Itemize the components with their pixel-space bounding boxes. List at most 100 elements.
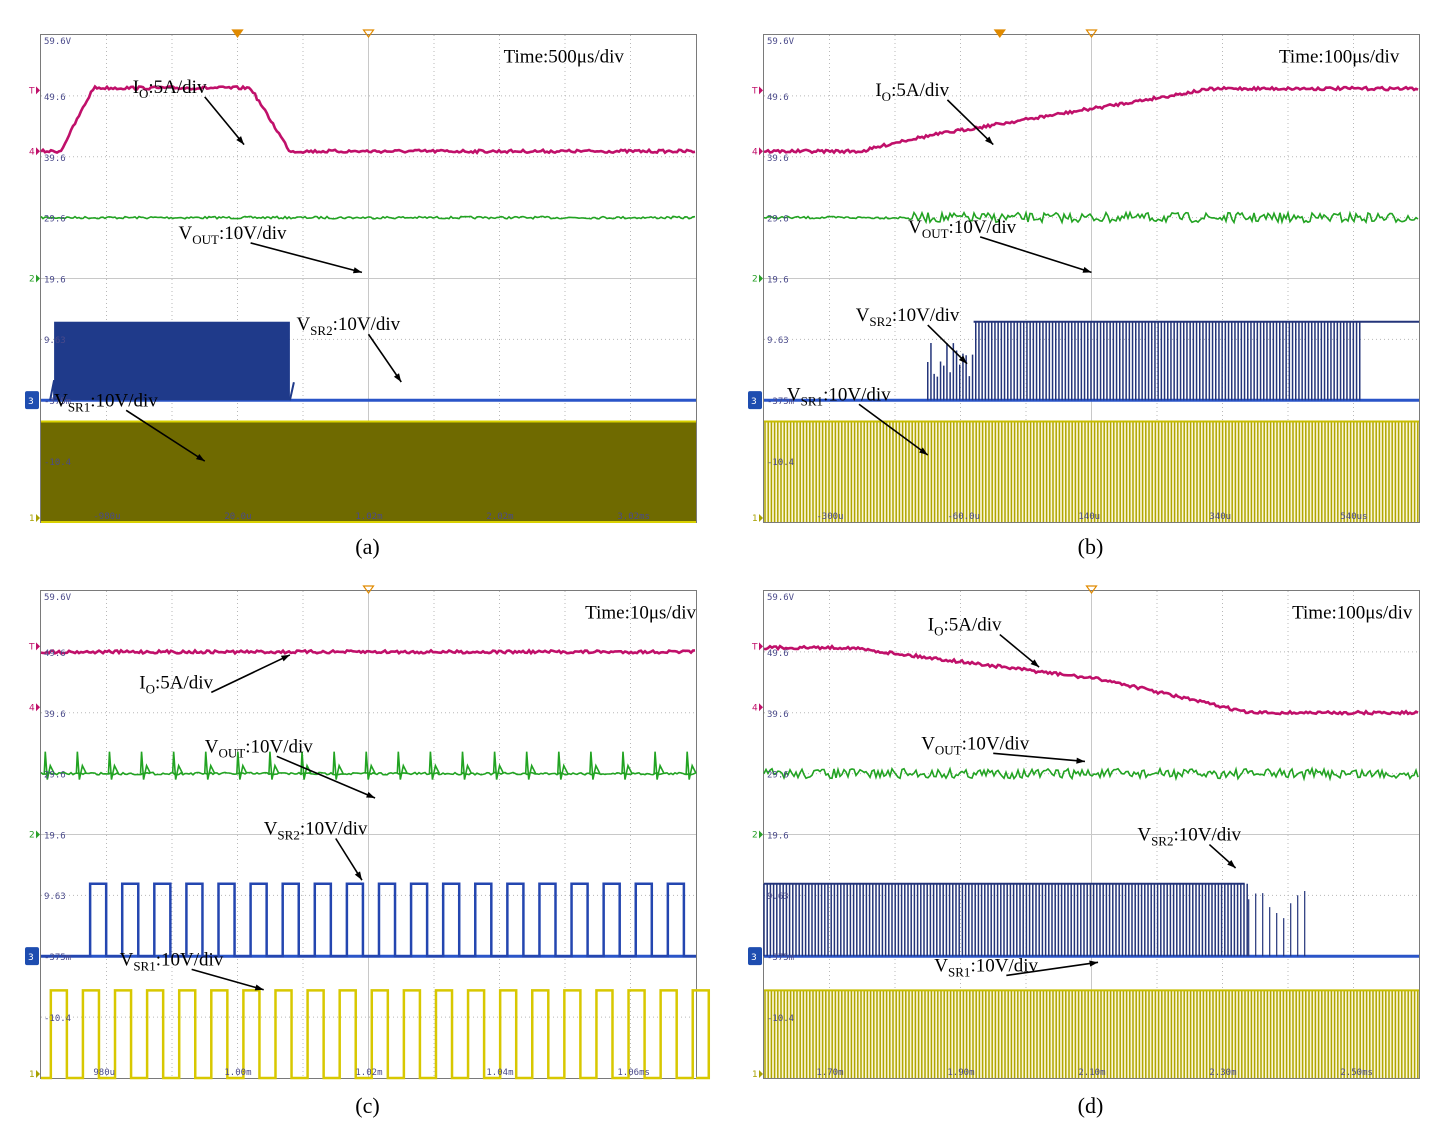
channel-3-marker-icon (25, 391, 39, 410)
label-vsr2-text: VSR2:10V/div (1137, 825, 1241, 849)
scope-plot-c: 59.6V 49.6 39.6 29.6 19.6 9.63 -375m -10.4 980u 1… (25, 585, 711, 1080)
label-vsr2: VSR2:10V/div (296, 314, 402, 383)
volt-tick-label: -375m (44, 953, 71, 963)
channel-marker-label: T (751, 86, 758, 96)
channel-markers-c: T 4 2 3 1 (25, 642, 40, 1080)
annotation-arrow-line (927, 324, 968, 365)
panel-caption-a: (a) (355, 534, 380, 559)
volt-ticks-b: 59.6V 49.6 39.6 29.6 19.6 9.63 -375m -10.4 (767, 37, 795, 468)
volt-ticks-c: 59.6V 49.6 39.6 29.6 19.6 9.63 -375m -10.4 (44, 593, 72, 1024)
volt-ticks-d: 59.6V 49.6 39.6 29.6 19.6 9.63 -375m -10.4 (767, 593, 795, 1024)
scope-plot-d: 59.6V 49.6 39.6 29.6 19.6 9.63 -375m -10.4 1.70m… (748, 585, 1419, 1080)
trace-vout-c (40, 751, 697, 780)
volt-tick-label: 19.6 (44, 832, 66, 842)
time-tick-label: 20.0u (224, 512, 251, 522)
channel-marker-icon (759, 274, 763, 283)
annotation-arrowhead-icon (254, 984, 264, 991)
time-tick-label: 1.04m (486, 1068, 513, 1078)
vout-waveform (40, 215, 696, 220)
label-vsr1: VSR1:10V/div (934, 955, 1099, 979)
channel-marker-label: 3 (28, 397, 34, 407)
channel-marker-icon (759, 830, 763, 839)
annotation-arrow-line (1006, 961, 1099, 977)
label-vsr1: VSR1:10V/div (787, 384, 929, 456)
scope-screen-d: 59.6V 49.6 39.6 29.6 19.6 9.63 -375m -10.4 1.70m… (748, 585, 1420, 1080)
volt-tick-label: 19.6 (44, 276, 66, 286)
label-vsr2: VSR2:10V/div (264, 819, 368, 881)
volt-tick-label: 59.6V (767, 37, 795, 47)
traces-c (40, 648, 711, 1080)
channel-marker-label: 3 (28, 953, 34, 963)
vout-waveform (763, 209, 1419, 225)
volt-tick-label: 39.6 (767, 154, 789, 164)
time-tick-label: 1.70m (816, 1068, 843, 1078)
annotation-arrowhead-icon (1082, 266, 1092, 273)
trace-vout-a (40, 215, 696, 220)
channel-marker-icon (36, 1070, 40, 1078)
trace-io-d (763, 644, 1419, 716)
channel-marker-label: 2 (752, 831, 758, 841)
trigger-marker-icon (362, 585, 375, 595)
channel-markers-d: T 4 2 3 1 (748, 642, 763, 1080)
vsr2-waveform (41, 882, 696, 958)
channel-marker-label: T (28, 86, 35, 96)
label-vsr1-text: VSR1:10V/div (934, 955, 1038, 979)
annotation-arrowhead-icon (1089, 960, 1099, 967)
time-tick-label: -300u (816, 512, 843, 522)
timebase-label: Time:500μs/div (504, 46, 625, 67)
traces-d (763, 644, 1419, 1078)
trace-io-c (40, 648, 696, 656)
volt-tick-label: 49.6 (767, 93, 789, 103)
annotation-arrow-line (250, 242, 363, 274)
volt-tick-label: 29.6 (44, 771, 66, 781)
channel-marker-icon (36, 642, 40, 651)
volt-tick-label: 49.6 (767, 649, 789, 659)
label-vsr2: VSR2:10V/div (856, 305, 968, 365)
timebase-label: Time:100μs/div (1292, 602, 1413, 623)
annotation-arrowhead-icon (236, 136, 245, 145)
annotation-arrowhead-icon (958, 355, 968, 364)
trigger-marker-icon (1085, 585, 1098, 595)
trace-vsr2-d (763, 882, 1419, 958)
trace-vout-d (763, 766, 1419, 782)
label-io-text: IO:5A/div (133, 77, 207, 101)
vsr1-waveform (41, 989, 711, 1080)
trace-io-b (763, 84, 1419, 155)
channel-3-marker-icon (748, 391, 762, 410)
channel-marker-icon (759, 642, 763, 651)
volt-tick-label: -375m (767, 397, 794, 407)
trace-vsr1-c (41, 989, 711, 1080)
volt-tick-label: -375m (44, 397, 71, 407)
volt-tick-label: 29.6 (767, 215, 789, 225)
channel-marker-icon (759, 703, 763, 712)
time-tick-label: 1.02m (355, 512, 382, 522)
channel-3-marker-icon (748, 947, 762, 966)
annotation-arrowhead-icon (280, 654, 290, 662)
annotation-arrowhead-icon (985, 136, 994, 145)
label-vout-text: VOUT:10V/div (908, 217, 1017, 241)
panel-caption-d: (d) (1077, 1093, 1104, 1118)
label-io: IO:5A/div (928, 615, 1040, 668)
annotation-arrow-line (367, 333, 402, 383)
channel-marker-label: 3 (751, 397, 757, 407)
label-io-text: IO:5A/div (875, 80, 949, 104)
vsr1-waveform (764, 990, 1419, 1078)
label-io-text: IO:5A/div (928, 615, 1002, 639)
trigger-marker-icon (231, 29, 244, 39)
label-vsr1-text: VSR1:10V/div (120, 949, 224, 973)
scope-screen-b: 59.6V 49.6 39.6 29.6 19.6 9.63 -375m -10.4 -300u… (748, 29, 1420, 524)
vsr2-edges (49, 380, 295, 401)
channel-marker-label: 2 (29, 831, 35, 841)
time-tick-label: -60.0u (947, 512, 980, 522)
scope-plot-a: 59.6V 49.6 39.6 29.6 19.6 9.63 -375m -10.4 -980u… (25, 29, 696, 524)
time-ticks-b: -300u -60.0u 140u 340u 540us (816, 512, 1367, 522)
time-tick-label: 2.02m (486, 512, 513, 522)
io-waveform (40, 84, 696, 155)
volt-tick-label: 59.6V (44, 37, 72, 47)
volt-tick-label: 19.6 (767, 832, 789, 842)
time-tick-label: 1.02m (355, 1068, 382, 1078)
annotation-arrowhead-icon (1030, 659, 1040, 668)
annotation-arrowhead-icon (1227, 860, 1236, 868)
channel-marker-label: 4 (752, 147, 758, 157)
channel-marker-label: 1 (752, 514, 758, 524)
